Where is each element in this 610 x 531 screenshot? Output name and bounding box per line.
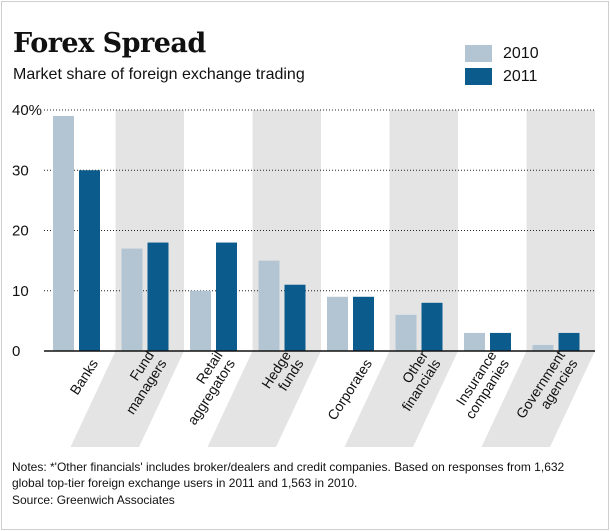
- bar-2011: [558, 332, 580, 351]
- chart-source: Source: Greenwich Associates: [12, 493, 175, 507]
- bar-2010: [190, 290, 211, 351]
- bar-2010: [258, 260, 280, 351]
- category-label-band: [344, 351, 458, 447]
- legend-swatch-2011: [465, 68, 492, 85]
- bar-2010: [121, 248, 143, 351]
- bar-2011: [490, 332, 511, 351]
- chart-subtitle: Market share of foreign exchange trading: [13, 66, 305, 83]
- bar-2010: [532, 344, 554, 351]
- bar-2010: [53, 116, 74, 352]
- y-tick-label: 10: [12, 283, 29, 300]
- bar-2010: [327, 296, 348, 351]
- bar-2011: [421, 302, 443, 351]
- bar-2011: [147, 242, 169, 351]
- y-tick-label: 40%: [12, 102, 42, 119]
- chart-notes: Notes: *'Other financials' includes brok…: [12, 460, 565, 490]
- x-tick-label: Banks: [67, 356, 102, 397]
- bar-2011: [284, 284, 306, 351]
- category-label-band: [70, 351, 184, 447]
- category-label-band: [481, 351, 595, 447]
- category-label-band: [207, 351, 321, 447]
- chart-title: Forex Spread: [13, 28, 206, 59]
- legend-swatch-2010: [465, 45, 492, 62]
- bar-2011: [216, 242, 237, 351]
- legend-label-2011: 2011: [503, 68, 538, 85]
- bar-2011: [353, 296, 374, 351]
- y-tick-label: 20: [12, 223, 29, 240]
- bar-2010: [464, 332, 485, 351]
- bar-2011: [79, 170, 100, 351]
- y-tick-label: 0: [12, 343, 20, 360]
- legend-label-2010: 2010: [503, 45, 539, 62]
- y-tick-label: 30: [12, 162, 29, 179]
- bar-2010: [395, 314, 417, 351]
